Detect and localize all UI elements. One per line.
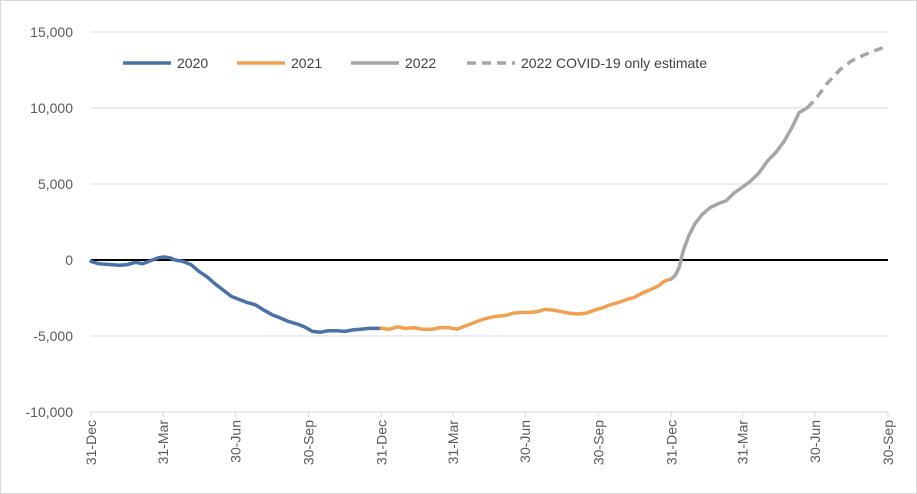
x-tick-label: 31-Mar <box>155 420 171 465</box>
x-tick-label: 31-Dec <box>374 420 390 465</box>
y-tick-label: 15,000 <box>30 24 73 40</box>
legend-label: 2021 <box>291 55 322 71</box>
y-tick-label: 10,000 <box>30 100 73 116</box>
x-tick-label: 30-Sep <box>880 420 896 465</box>
x-tick-label: 30-Jun <box>807 420 823 463</box>
x-tick-label: 30-Sep <box>590 420 606 465</box>
y-tick-label: -10,000 <box>26 404 74 420</box>
legend-label: 2022 <box>405 55 436 71</box>
series-line-3 <box>805 44 889 110</box>
x-tick-label: 30-Jun <box>227 420 243 463</box>
series-line-0 <box>89 255 384 334</box>
y-tick-label: 0 <box>65 252 73 268</box>
x-tick-label: 31-Dec <box>83 420 99 465</box>
grid-layer <box>91 31 888 413</box>
legend-label: 2020 <box>177 55 208 71</box>
series-line-2 <box>669 106 809 281</box>
x-tick-label: 30-Sep <box>301 420 317 465</box>
legend-label: 2022 COVID-19 only estimate <box>521 55 707 71</box>
y-tick-label: -5,000 <box>33 328 73 344</box>
x-tick-label: 31-Mar <box>735 420 751 465</box>
y-tick-label: 5,000 <box>38 176 73 192</box>
legend: 2020 2021 2022 2022 COVID-19 only estimate <box>123 55 707 71</box>
x-tick-label: 30-Jun <box>517 420 533 463</box>
series-line-1 <box>379 277 674 331</box>
series-layer <box>89 44 889 334</box>
x-tick-label: 31-Mar <box>445 420 461 465</box>
axis-layer: -10,000 -5,000 0 5,000 10,000 15,000 31-Dec 31-… <box>26 24 896 465</box>
x-tick-label: 31-Dec <box>663 420 679 465</box>
